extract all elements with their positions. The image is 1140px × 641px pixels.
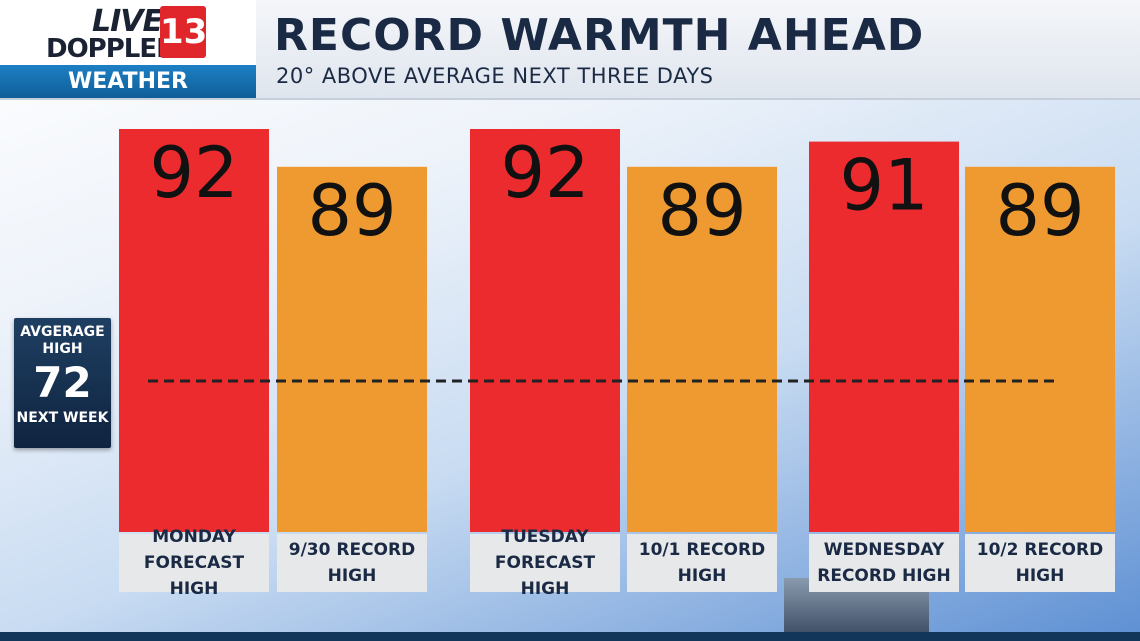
category-label: 10/1 RECORD HIGH — [627, 534, 777, 592]
bar-value-label: 92 — [500, 132, 589, 214]
logo-section-label: WEATHER — [0, 65, 256, 98]
category-label: 10/2 RECORD HIGH — [965, 534, 1115, 592]
average-high-label: AVGERAGE HIGH — [20, 324, 105, 357]
station-logo: LIVE DOPPLER 13 WEATHER — [0, 0, 256, 98]
bar-3 — [470, 129, 620, 532]
bottom-border — [0, 632, 1140, 641]
bar-2 — [277, 166, 427, 533]
category-label: MONDAY FORECAST HIGH — [119, 527, 269, 599]
bar-5 — [809, 141, 959, 532]
bar-value-label: 91 — [839, 145, 928, 227]
logo-number-badge: 13 — [160, 6, 207, 58]
bar-value-label: 89 — [995, 170, 1084, 252]
bar-6 — [965, 166, 1115, 533]
logo-live-text: LIVE — [92, 4, 163, 39]
bar-value-label: 89 — [657, 170, 746, 252]
category-label: 9/30 RECORD HIGH — [277, 534, 427, 592]
bar-1 — [119, 129, 269, 532]
logo-doppler-text: DOPPLER — [46, 34, 176, 64]
bar-value-label: 89 — [307, 170, 396, 252]
average-high-period: NEXT WEEK — [16, 410, 109, 426]
page-title: RECORD WARMTH AHEAD — [274, 10, 925, 61]
category-label: TUESDAY FORECAST HIGH — [470, 527, 620, 599]
category-label: WEDNESDAY RECORD HIGH — [809, 534, 959, 592]
bar-4 — [627, 166, 777, 533]
bar-value-label: 92 — [149, 132, 238, 214]
page-subtitle: 20° ABOVE AVERAGE NEXT THREE DAYS — [276, 64, 714, 88]
header-bar: LIVE DOPPLER 13 WEATHER RECORD WARMTH AH… — [0, 0, 1140, 100]
average-high-value: 72 — [33, 358, 92, 407]
average-high-box: AVGERAGE HIGH 72 NEXT WEEK — [14, 318, 111, 448]
